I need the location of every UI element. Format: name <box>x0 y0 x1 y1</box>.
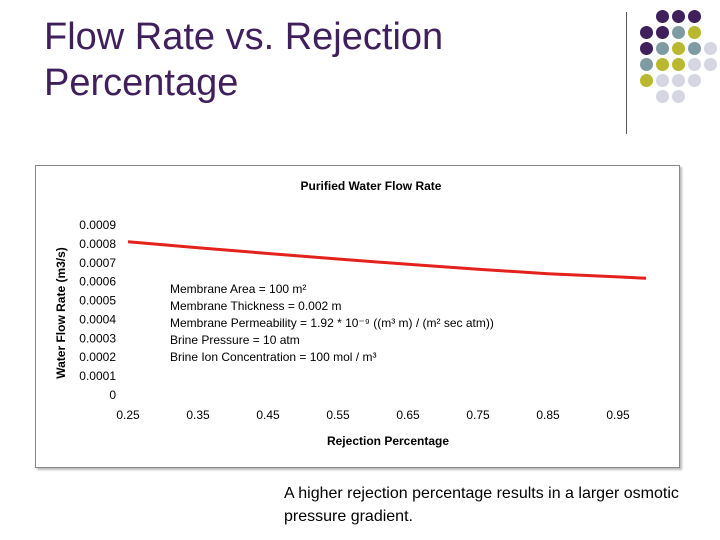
x-axis-ticks: 0.25 0.35 0.45 0.55 0.65 0.75 0.85 0.95 <box>116 408 630 422</box>
decorative-dot <box>688 74 701 87</box>
annotation-line: Membrane Permeability = 1.92 * 10⁻⁹ ((m³… <box>170 316 494 330</box>
decorative-dot <box>640 58 653 71</box>
x-tick-label: 0.95 <box>606 408 630 422</box>
decorative-dot <box>640 42 653 55</box>
y-tick-label: 0.0006 <box>79 275 116 289</box>
conclusion-note: A higher rejection percentage results in… <box>284 485 679 525</box>
flow-rate-chart: Purified Water Flow Rate Rejection Perce… <box>54 179 647 448</box>
decorative-dot <box>688 26 701 39</box>
x-tick-label: 0.65 <box>396 408 420 422</box>
chart-frame: Purified Water Flow Rate Rejection Perce… <box>35 165 680 468</box>
annotation-line: Brine Ion Concentration = 100 mol / m³ <box>170 350 376 364</box>
annotation-line: Brine Pressure = 10 atm <box>170 333 300 347</box>
y-tick-label: 0.0001 <box>79 369 116 383</box>
y-tick-label: 0.0009 <box>79 218 116 232</box>
y-tick-label: 0.0008 <box>79 237 116 251</box>
decorative-dot <box>672 10 685 23</box>
chart-annotation: Membrane Area = 100 m² Membrane Thickness… <box>170 282 494 364</box>
x-tick-label: 0.45 <box>256 408 280 422</box>
y-tick-label: 0.0004 <box>79 312 116 326</box>
decorative-dot <box>656 26 669 39</box>
y-tick-label: 0.0005 <box>79 294 116 308</box>
decorative-dot <box>672 58 685 71</box>
y-tick-label: 0.0003 <box>79 331 116 345</box>
decorative-dot <box>672 90 685 103</box>
decorative-dot <box>688 10 701 23</box>
series-line <box>127 240 647 280</box>
decorative-dot <box>688 58 701 71</box>
x-axis-label: Rejection Percentage <box>327 434 449 448</box>
decorative-dot <box>672 74 685 87</box>
y-tick-label: 0 <box>109 388 116 402</box>
y-axis-ticks: 0 0.0001 0.0002 0.0003 0.0004 0.0005 0.0006 0.0… <box>79 218 116 402</box>
decorative-dot <box>672 42 685 55</box>
decorative-dot <box>656 10 669 23</box>
y-tick-label: 0.0002 <box>79 350 116 364</box>
slide-title: Flow Rate vs. Rejection Percentage <box>44 16 444 104</box>
x-tick-label: 0.55 <box>326 408 350 422</box>
decorative-dot <box>688 42 701 55</box>
x-tick-label: 0.75 <box>466 408 490 422</box>
decorative-dot <box>656 74 669 87</box>
chart-title: Purified Water Flow Rate <box>301 179 442 193</box>
decorative-dot <box>704 58 717 71</box>
x-tick-label: 0.25 <box>116 408 140 422</box>
y-tick-label: 0.0007 <box>79 256 116 270</box>
decorative-dot <box>640 26 653 39</box>
decorative-dot <box>656 58 669 71</box>
decorative-dot <box>672 26 685 39</box>
x-tick-label: 0.35 <box>186 408 210 422</box>
title-divider-line <box>626 12 627 134</box>
y-axis-label: Water Flow Rate (m3/s) <box>54 247 68 379</box>
annotation-line: Membrane Area = 100 m² <box>170 282 306 296</box>
x-tick-label: 0.85 <box>536 408 560 422</box>
decorative-dot <box>704 42 717 55</box>
decorative-dot <box>656 42 669 55</box>
decorative-dot <box>656 90 669 103</box>
annotation-line: Membrane Thickness = 0.002 m <box>170 299 342 313</box>
decorative-dot <box>640 74 653 87</box>
decorative-dot-grid <box>640 10 720 120</box>
